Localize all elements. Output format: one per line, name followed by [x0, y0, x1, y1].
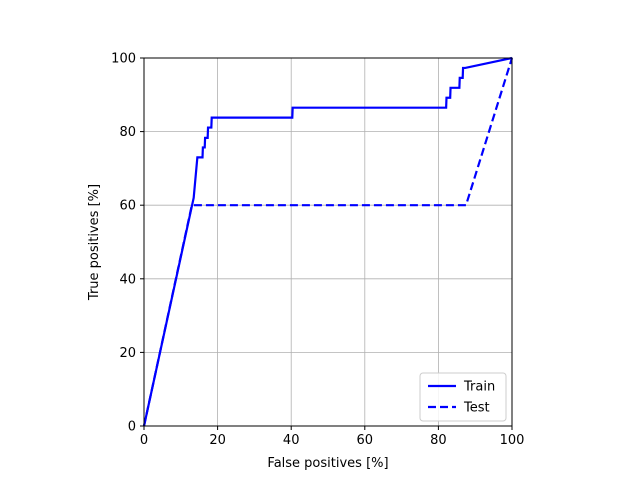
axis-ticks: 0 20 40 60 80 100 0 20 40 60 80 100 [111, 52, 524, 449]
x-tick-label: 100 [500, 433, 525, 448]
y-tick-label: 80 [119, 125, 136, 140]
y-axis-label: True positives [%] [87, 184, 102, 301]
y-tick-label: 40 [119, 272, 136, 287]
y-tick-label: 60 [119, 199, 136, 214]
x-tick-label: 80 [430, 433, 447, 448]
legend-label: Test [463, 401, 490, 416]
series-line-test [142, 57, 514, 427]
series-layer [142, 56, 514, 427]
x-tick-label: 40 [283, 433, 300, 448]
x-axis-label: False positives [%] [267, 456, 388, 471]
legend-label: Train [463, 380, 495, 395]
plot-frame [143, 57, 513, 427]
y-tick-label: 100 [111, 52, 136, 67]
y-tick-label: 0 [128, 420, 136, 435]
grid-lines [143, 57, 513, 427]
series-line-train [142, 56, 513, 427]
legend: Train Test [419, 372, 507, 422]
x-tick-label: 0 [140, 433, 148, 448]
x-tick-label: 20 [209, 433, 226, 448]
y-tick-label: 20 [119, 346, 136, 361]
x-tick-label: 60 [357, 433, 374, 448]
